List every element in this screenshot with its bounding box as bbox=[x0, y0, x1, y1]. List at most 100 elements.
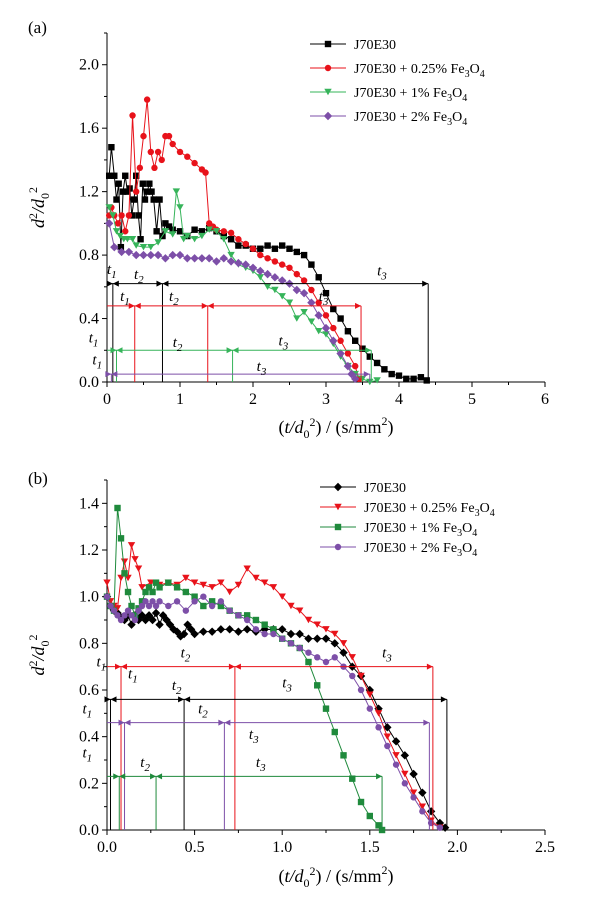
data-point bbox=[279, 261, 286, 268]
data-point bbox=[132, 242, 140, 249]
data-point bbox=[191, 226, 198, 233]
data-point bbox=[155, 620, 164, 629]
data-point bbox=[337, 315, 344, 322]
interval-arrowhead bbox=[156, 280, 163, 287]
legend-marker bbox=[323, 111, 333, 121]
data-point bbox=[153, 228, 160, 235]
data-point bbox=[124, 588, 132, 596]
data-point bbox=[409, 769, 418, 779]
data-point bbox=[197, 254, 207, 263]
data-point bbox=[278, 625, 287, 634]
data-point bbox=[131, 616, 139, 624]
interval-label-t3: t3 bbox=[319, 289, 329, 308]
interval-label-t3: t3 bbox=[249, 727, 259, 746]
data-point bbox=[252, 626, 260, 633]
interval-label-t3: t3 bbox=[257, 359, 267, 378]
data-point bbox=[339, 648, 348, 657]
interval-arrowhead bbox=[104, 696, 111, 703]
data-point bbox=[235, 612, 242, 619]
data-point bbox=[418, 803, 427, 810]
data-point bbox=[156, 598, 163, 605]
data-point bbox=[146, 250, 155, 260]
data-point bbox=[401, 780, 409, 787]
y-tick-label: 0.2 bbox=[79, 775, 99, 792]
data-point bbox=[208, 584, 216, 591]
data-point bbox=[118, 212, 125, 219]
data-point bbox=[293, 248, 300, 256]
interval-arrowhead bbox=[426, 663, 433, 670]
interval-arrowhead bbox=[110, 347, 117, 354]
interval-label-t2: t2 bbox=[198, 701, 208, 720]
chart-panel-b: (b) 0.0 0.5 1.0 1.5 2.0 2.5 0.0 0.2 0.4 0.6 0.8 1.0 1… bbox=[26, 469, 555, 890]
y-tick-label: 0.0 bbox=[79, 374, 99, 391]
chart-panel-a: (a) 0 1 2 3 4 5 6 0.0 0.4 0.8 1.2 1.6 2.0 (t/d02) / (s… bbox=[26, 18, 549, 441]
legend-label: J70E30 + 0.25% Fe3O4 bbox=[354, 62, 485, 80]
data-point bbox=[248, 263, 258, 272]
data-point bbox=[202, 169, 209, 176]
data-point bbox=[226, 257, 236, 266]
data-point bbox=[285, 299, 294, 306]
data-point bbox=[300, 251, 308, 259]
series-3 bbox=[103, 593, 444, 831]
data-point bbox=[314, 682, 321, 689]
interval-arrowhead bbox=[422, 280, 429, 287]
data-point bbox=[173, 584, 181, 591]
data-point bbox=[256, 266, 265, 276]
data-point bbox=[418, 788, 427, 797]
data-point bbox=[207, 627, 217, 636]
data-point bbox=[225, 625, 234, 634]
y-tick-label: 2.0 bbox=[79, 57, 99, 74]
data-point bbox=[135, 607, 142, 614]
data-point bbox=[322, 331, 330, 338]
data-point bbox=[373, 377, 381, 384]
data-point bbox=[205, 226, 213, 233]
data-point bbox=[395, 372, 403, 379]
data-point bbox=[191, 593, 198, 600]
data-point bbox=[286, 245, 293, 252]
data-point bbox=[366, 705, 373, 712]
data-point bbox=[349, 672, 356, 680]
data-point bbox=[287, 640, 295, 647]
interval-arrowhead bbox=[363, 371, 370, 378]
data-point bbox=[373, 359, 381, 367]
data-point bbox=[199, 581, 208, 589]
data-point bbox=[263, 269, 272, 279]
data-point bbox=[140, 132, 147, 140]
interval-arrowhead bbox=[134, 302, 141, 309]
interval-label-t3: t3 bbox=[256, 755, 266, 774]
data-point bbox=[227, 229, 235, 237]
interval-arrowhead bbox=[218, 719, 225, 726]
data-point bbox=[154, 148, 162, 156]
interval-arrowhead bbox=[184, 696, 191, 703]
data-point bbox=[220, 228, 227, 235]
legend-label: J70E30 + 0.25% Fe3O4 bbox=[364, 501, 495, 519]
data-point bbox=[128, 602, 135, 610]
data-point bbox=[375, 724, 382, 731]
data-point bbox=[270, 626, 277, 633]
x-tick-label: 1.0 bbox=[272, 839, 292, 856]
data-point bbox=[103, 593, 111, 600]
data-point bbox=[243, 565, 251, 572]
data-point bbox=[176, 204, 184, 211]
data-point bbox=[322, 312, 330, 319]
data-point bbox=[156, 196, 163, 203]
data-point bbox=[286, 264, 293, 271]
data-point bbox=[129, 112, 136, 119]
interval-arrowhead bbox=[440, 696, 447, 703]
interval-arrowhead bbox=[119, 773, 126, 780]
data-point bbox=[295, 629, 304, 639]
data-point bbox=[384, 742, 391, 750]
interval-arrowhead bbox=[116, 347, 123, 354]
data-point bbox=[314, 311, 323, 320]
data-point bbox=[152, 602, 160, 610]
data-point bbox=[110, 607, 118, 614]
x-tick-label: 1 bbox=[176, 391, 184, 408]
data-point bbox=[114, 504, 121, 512]
data-point bbox=[139, 250, 148, 260]
data-point bbox=[153, 250, 163, 260]
data-point bbox=[331, 654, 338, 661]
interval-label-t3: t3 bbox=[382, 645, 392, 664]
interval-arrowhead bbox=[106, 280, 113, 287]
